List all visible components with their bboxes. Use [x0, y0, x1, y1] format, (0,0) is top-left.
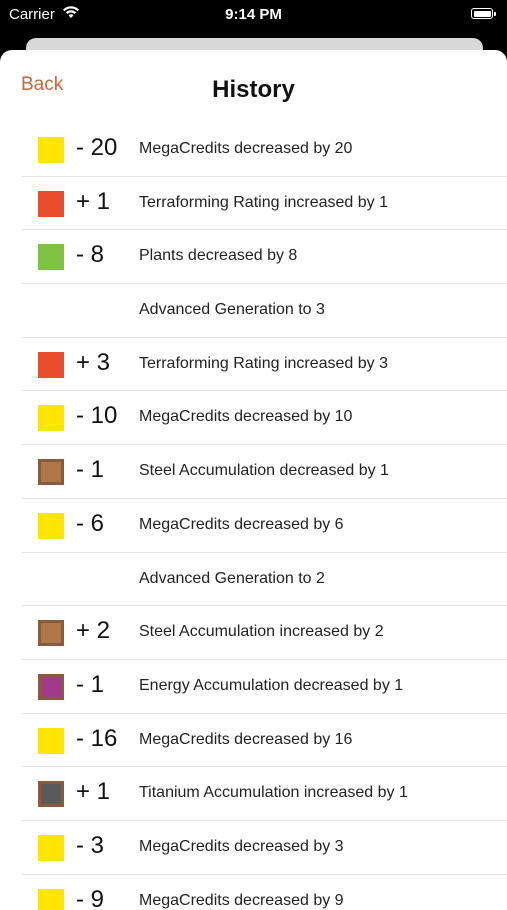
battery-icon	[471, 8, 496, 19]
page-title: History	[212, 76, 295, 103]
resource-swatch-icon	[38, 781, 64, 808]
wifi-icon	[62, 5, 80, 23]
delta-value: + 1	[76, 778, 111, 806]
history-description: Advanced Generation to 2	[139, 569, 325, 587]
list-item[interactable]: - 1 Steel Accumulation decreased by 1	[22, 445, 507, 499]
status-bar: Carrier 9:14 PM	[0, 0, 507, 30]
list-item[interactable]: + 2 Steel Accumulation increased by 2	[22, 606, 507, 660]
navigation-bar: Back History	[0, 50, 507, 120]
history-description: MegaCredits decreased by 3	[139, 837, 344, 855]
delta-value: - 9	[76, 885, 105, 910]
delta-value: - 16	[76, 724, 118, 752]
list-item[interactable]: - 20 MegaCredits decreased by 20	[22, 123, 507, 177]
history-description: Terraforming Rating increased by 3	[139, 354, 389, 372]
history-description: MegaCredits decreased by 20	[139, 140, 353, 157]
history-sheet: Back History - 20 MegaCredits decreased b…	[0, 50, 507, 910]
history-description: MegaCredits decreased by 9	[139, 891, 344, 909]
resource-swatch-icon	[38, 405, 64, 432]
list-item[interactable]: Advanced Generation to 3	[22, 284, 507, 338]
history-description: Plants decreased by 8	[139, 247, 298, 265]
delta-value: - 3	[76, 831, 105, 859]
list-item[interactable]: - 3 MegaCredits decreased by 3	[22, 821, 507, 875]
delta-value: - 10	[76, 402, 118, 430]
resource-swatch-icon	[38, 244, 64, 271]
history-description: Energy Accumulation decreased by 1	[139, 676, 404, 694]
list-item[interactable]: - 1 Energy Accumulation decreased by 1	[22, 660, 507, 714]
history-description: Steel Accumulation increased by 2	[139, 623, 384, 641]
list-item[interactable]: - 8 Plants decreased by 8	[22, 230, 507, 285]
history-description: Advanced Generation to 3	[139, 301, 325, 319]
resource-swatch-icon	[38, 137, 64, 163]
resource-swatch-icon	[38, 673, 64, 700]
resource-swatch-icon	[38, 888, 64, 910]
list-item[interactable]: Advanced Generation to 2	[22, 553, 507, 607]
resource-swatch-icon	[38, 459, 64, 486]
list-item[interactable]: - 9 MegaCredits decreased by 9	[22, 875, 507, 910]
delta-value: + 2	[76, 617, 111, 645]
clock: 9:14 PM	[225, 6, 282, 23]
list-item[interactable]: - 6 MegaCredits decreased by 6	[22, 499, 507, 553]
history-description: Titanium Accumulation increased by 1	[139, 784, 408, 802]
history-description: Steel Accumulation decreased by 1	[139, 462, 389, 480]
resource-swatch-icon	[38, 190, 64, 217]
delta-value: - 1	[76, 670, 105, 698]
carrier-label: Carrier	[9, 6, 55, 23]
resource-swatch-icon	[38, 834, 64, 861]
delta-value: + 3	[76, 348, 111, 376]
delta-value: - 8	[76, 241, 105, 269]
delta-value: - 1	[76, 456, 105, 484]
resource-swatch-icon	[38, 727, 64, 754]
resource-swatch-icon	[38, 620, 64, 647]
resource-swatch-icon	[38, 512, 64, 539]
delta-value: - 20	[76, 134, 118, 161]
delta-value: - 6	[76, 509, 105, 537]
history-description: Terraforming Rating increased by 1	[139, 193, 389, 211]
back-button[interactable]: Back	[21, 74, 64, 95]
list-item[interactable]: - 10 MegaCredits decreased by 10	[22, 391, 507, 446]
history-description: MegaCredits decreased by 6	[139, 515, 344, 533]
history-description: MegaCredits decreased by 16	[139, 730, 353, 748]
history-description: MegaCredits decreased by 10	[139, 408, 353, 426]
list-item[interactable]: + 3 Terraforming Rating increased by 3	[22, 338, 507, 392]
delta-value: + 1	[76, 187, 111, 215]
list-item[interactable]: + 1 Terraforming Rating increased by 1	[22, 177, 507, 231]
history-list[interactable]: - 20 MegaCredits decreased by 20 + 1 Terraf…	[0, 123, 507, 910]
list-item[interactable]: + 1 Titanium Accumulation increased by 1	[22, 767, 507, 821]
list-item[interactable]: - 16 MegaCredits decreased by 16	[22, 714, 507, 768]
resource-swatch-icon	[38, 351, 64, 378]
